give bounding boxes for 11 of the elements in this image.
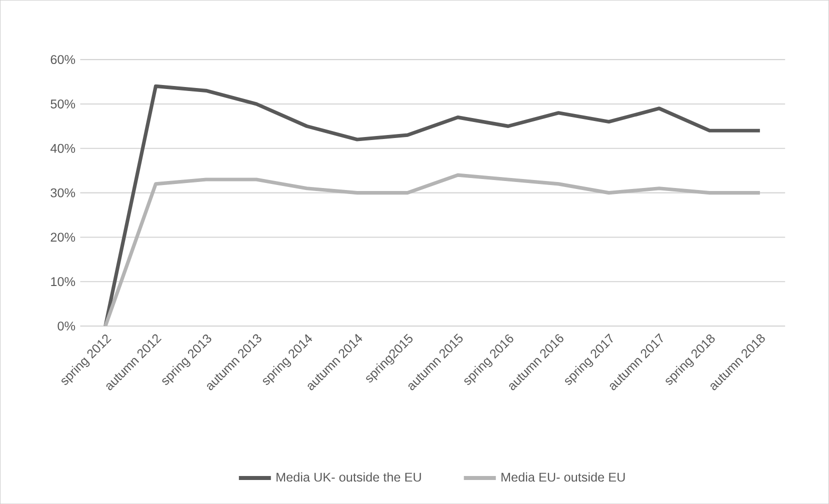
y-tick-label: 10% (51, 277, 76, 286)
legend-label: Media UK- outside the EU (276, 472, 421, 482)
y-tick-label: 60% (50, 54, 76, 64)
y-tick-label: 50% (50, 99, 76, 108)
y-tick-label: 30% (50, 188, 76, 198)
line-series (104, 173, 762, 326)
y-tick-label: 20% (50, 232, 76, 242)
line-series (104, 84, 762, 326)
y-tick-label: 0% (58, 321, 76, 330)
y-tick-label: 40% (50, 144, 76, 153)
legend-label: Media EU- outside EU (502, 472, 625, 482)
